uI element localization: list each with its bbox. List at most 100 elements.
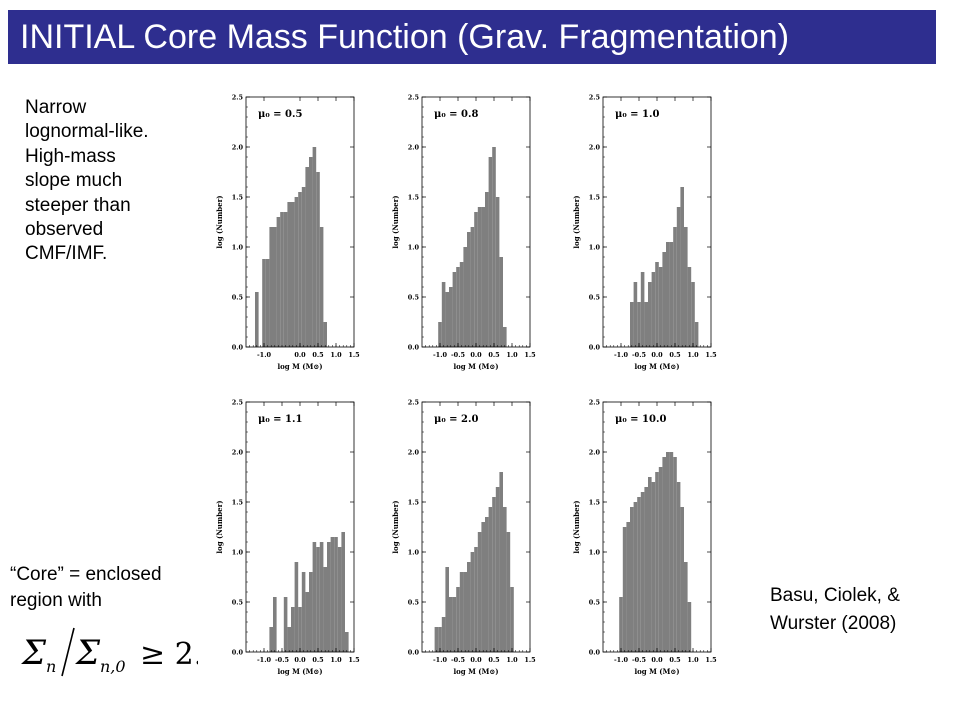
histogram-bar <box>273 597 277 652</box>
x-tick-label: 1.5 <box>348 656 360 664</box>
histogram-bar <box>488 157 493 347</box>
histogram-bar <box>312 542 317 652</box>
formula-subscript-n: n <box>46 657 56 676</box>
x-axis-label: log M (M⊙) <box>634 667 679 676</box>
y-tick-label: 1.5 <box>589 194 601 202</box>
histogram-bar <box>633 502 638 652</box>
formula-sigma: Σ <box>74 633 101 673</box>
core-definition-line: “Core” = enclosed <box>10 564 162 585</box>
y-tick-label: 2.5 <box>408 399 420 407</box>
y-tick-label: 1.5 <box>589 499 601 507</box>
y-tick-label: 0.0 <box>408 649 420 657</box>
histogram-bar <box>680 507 684 652</box>
histogram-bar <box>434 627 439 652</box>
histogram-bar <box>291 202 295 347</box>
histogram-bar <box>488 507 493 652</box>
histogram-bar <box>463 572 467 652</box>
histogram-bar <box>283 212 288 347</box>
histogram-bar <box>319 227 324 347</box>
histogram-bar <box>345 632 349 652</box>
histogram-bar <box>648 282 652 347</box>
histogram-bar <box>662 457 666 652</box>
histogram-bar <box>651 272 656 347</box>
histogram-bar <box>474 547 478 652</box>
panel-label: μ₀ = 1.1 <box>258 414 302 425</box>
histogram-bar <box>341 532 345 652</box>
y-tick-label: 0.0 <box>408 344 420 352</box>
title-bar: INITIAL Core Mass Function (Grav. Fragme… <box>8 10 936 64</box>
panel-label: μ₀ = 1.0 <box>615 109 659 120</box>
description-line: High-mass <box>25 145 116 167</box>
description-line: lognormal-like. <box>25 121 149 143</box>
histogram-bar <box>637 497 641 652</box>
histogram-bar <box>481 522 485 652</box>
x-tick-label: 1.0 <box>687 656 699 664</box>
x-tick-label: 0.0 <box>294 656 306 664</box>
x-tick-label: 1.0 <box>330 656 342 664</box>
histogram-bar <box>309 157 313 347</box>
y-tick-label: 0.5 <box>589 599 601 607</box>
y-tick-label: 2.5 <box>408 94 420 102</box>
x-tick-label: -1.0 <box>257 656 271 664</box>
x-tick-label: 0.5 <box>488 656 500 664</box>
histogram-bar <box>452 597 457 652</box>
histogram-bar <box>669 242 674 347</box>
core-definition-text: “Core” = enclosed region with <box>10 562 210 614</box>
y-axis-label: log (Number) <box>391 500 400 553</box>
histogram-bar <box>316 172 320 347</box>
y-axis-label: log (Number) <box>572 500 581 553</box>
histogram-bar <box>691 282 695 347</box>
x-tick-label: 0.0 <box>470 351 482 359</box>
histogram-bar <box>630 302 634 347</box>
x-tick-label: 0.0 <box>651 351 663 359</box>
y-tick-label: 1.0 <box>232 549 244 557</box>
histogram-bar <box>506 532 511 652</box>
histogram-bar <box>658 267 663 347</box>
y-tick-label: 1.5 <box>408 499 420 507</box>
y-tick-label: 2.0 <box>232 449 244 457</box>
histogram-bar <box>301 187 306 347</box>
histogram-bar <box>640 492 645 652</box>
x-tick-label: 0.0 <box>294 351 306 359</box>
x-tick-label: 1.0 <box>506 351 518 359</box>
x-tick-label: -1.0 <box>257 351 271 359</box>
x-tick-label: 1.5 <box>705 656 717 664</box>
histogram-bar <box>294 197 299 347</box>
x-tick-label: 0.5 <box>312 351 324 359</box>
histogram-bar <box>492 497 496 652</box>
y-tick-label: 2.5 <box>232 399 244 407</box>
y-axis-label: log (Number) <box>572 195 581 248</box>
histogram-bar <box>492 147 496 347</box>
histogram-bar <box>658 467 663 652</box>
histogram-bar <box>319 542 324 652</box>
description-line: Narrow <box>25 97 87 118</box>
x-tick-label: 0.5 <box>312 656 324 664</box>
histogram-bar <box>633 282 638 347</box>
histogram-bar <box>467 562 471 652</box>
description-line: CMF/IMF. <box>25 243 108 265</box>
y-tick-label: 2.0 <box>232 144 244 152</box>
x-tick-label: 1.5 <box>705 351 717 359</box>
y-tick-label: 1.0 <box>408 549 420 557</box>
histogram-panel-3: 0.0 0.5 1.0 1.5 2.0 2.5 -1.0 -0.5 0.0 0.5 1.0 1.5 lo… <box>572 94 717 372</box>
description-text: Narrow lognormal-like. High-mass slope m… <box>25 96 205 267</box>
histogram-bar <box>503 327 507 347</box>
histogram-bar <box>495 197 500 347</box>
x-tick-label: 1.0 <box>330 351 342 359</box>
histogram-bar <box>287 627 291 652</box>
y-axis-label: log (Number) <box>215 195 224 248</box>
y-axis-label: log (Number) <box>391 195 400 248</box>
x-tick-label: -0.5 <box>632 656 646 664</box>
x-tick-label: 0.5 <box>669 351 681 359</box>
histogram-bar <box>330 537 335 652</box>
histogram-bar <box>477 532 482 652</box>
histogram-bar <box>438 322 442 347</box>
histogram-bar <box>298 607 302 652</box>
y-tick-label: 1.0 <box>589 244 601 252</box>
histogram-bar <box>676 482 681 652</box>
histogram-bar <box>276 217 281 347</box>
x-tick-label: 0.0 <box>651 656 663 664</box>
histogram-bar <box>673 227 677 347</box>
x-tick-label: 0.5 <box>669 656 681 664</box>
